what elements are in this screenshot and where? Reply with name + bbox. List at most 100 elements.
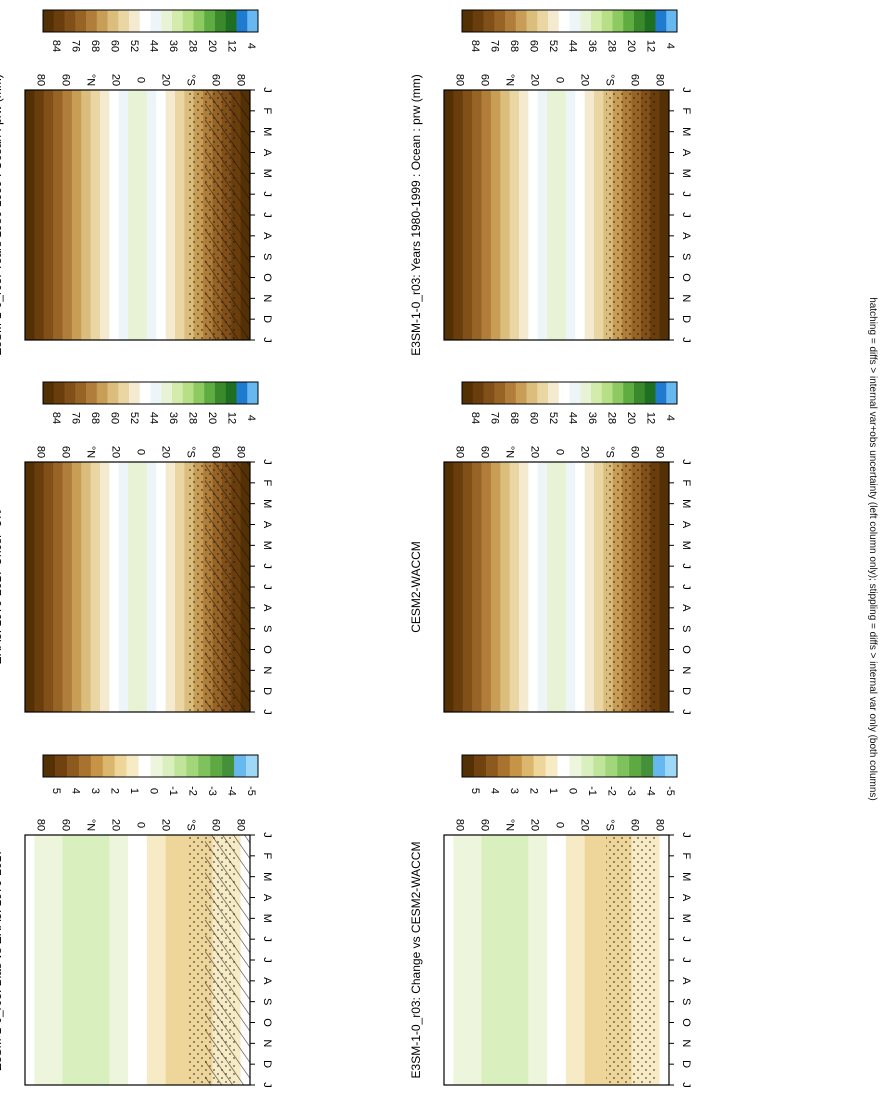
colorbar-tick-label: 28	[606, 412, 618, 424]
x-tick-label: O	[261, 1018, 273, 1027]
heatmap-band	[472, 835, 482, 1085]
colorbar-tick-label: 68	[89, 40, 101, 52]
colorbar-swatch	[86, 10, 98, 32]
y-tick-label: 60	[629, 74, 641, 86]
colorbar-tick-label: 36	[167, 412, 179, 424]
x-tick-label: M	[261, 127, 273, 136]
heatmap-band	[500, 835, 511, 1085]
x-tick-label: N	[680, 666, 692, 674]
y-tick-label: 0	[554, 449, 566, 455]
y-tick-label: °N	[504, 446, 516, 458]
heatmap-band	[175, 462, 185, 712]
colorbar-tick-label: 52	[547, 40, 559, 52]
x-tick-label: J	[261, 957, 273, 963]
colorbar-swatch	[601, 10, 613, 32]
y-tick-label: 20	[529, 819, 541, 831]
x-tick-label: F	[680, 852, 692, 859]
heatmap-band	[547, 835, 557, 1085]
colorbar-tick-label: 4	[664, 43, 676, 49]
x-tick-label: J	[261, 584, 273, 590]
colorbar-tick-label: 52	[547, 412, 559, 424]
heatmap-band	[128, 835, 138, 1085]
colorbar-swatch	[210, 755, 223, 777]
heatmap-band	[565, 462, 576, 712]
heatmap-band	[444, 90, 454, 340]
y-tick-label: 80	[235, 74, 247, 86]
x-tick-label: O	[680, 645, 692, 654]
x-tick-label: J	[261, 936, 273, 942]
x-tick-label: M	[261, 872, 273, 881]
heatmap-band	[556, 835, 567, 1085]
heatmap-band	[519, 462, 529, 712]
colorbar-swatch	[485, 755, 499, 777]
x-tick-label: A	[261, 977, 273, 985]
x-tick-label: S	[261, 998, 273, 1005]
x-tick-label: M	[261, 914, 273, 923]
y-tick-label: 80	[654, 446, 666, 458]
heatmap-band	[25, 462, 35, 712]
heatmap-band	[53, 90, 63, 340]
colorbar-swatch	[548, 382, 560, 404]
colorbar-swatch	[666, 10, 678, 32]
colorbar-tick-label: 5	[50, 788, 62, 794]
y-tick-label: 20	[529, 446, 541, 458]
heatmap-band	[137, 835, 148, 1085]
colorbar-swatch	[557, 755, 570, 777]
colorbar-swatch	[623, 382, 635, 404]
colorbar-swatch	[182, 10, 194, 32]
footnote: hatching = diffs > internal var+obs unce…	[867, 297, 878, 801]
heatmap-band	[453, 90, 464, 340]
heatmap-band	[490, 90, 501, 340]
colorbar-swatch	[139, 10, 151, 32]
x-tick-label: M	[261, 541, 273, 550]
colorbar-tick-label: 4	[664, 415, 676, 421]
colorbar-swatch	[591, 10, 603, 32]
hatching	[205, 462, 250, 712]
heatmap-band	[53, 462, 63, 712]
colorbar-swatch	[204, 382, 216, 404]
panel-right-bottom: 80 60 °N 20 0 20 °S 60 80JFMAMJJASONDJE3SM-1-0_r…	[409, 754, 692, 1088]
colorbar-swatch	[505, 382, 517, 404]
x-tick-label: F	[680, 107, 692, 114]
heatmap-band	[118, 90, 129, 340]
colorbar-swatch	[172, 10, 184, 32]
y-tick-label: 20	[110, 819, 122, 831]
x-tick-label: J	[680, 957, 692, 963]
y-tick-label: 80	[454, 74, 466, 86]
x-tick-label: O	[680, 273, 692, 282]
heatmap-band	[71, 90, 82, 340]
x-tick-label: S	[680, 998, 692, 1005]
x-tick-label: S	[261, 625, 273, 632]
heatmap-band	[490, 835, 501, 1085]
heatmap-band	[584, 462, 595, 712]
y-tick-label: 80	[454, 819, 466, 831]
stippling	[606, 90, 656, 340]
colorbar-tick-label: 36	[586, 412, 598, 424]
colorbar-swatch	[182, 382, 194, 404]
colorbar-tick-label: 44	[567, 40, 579, 52]
colorbar-tick-label: 44	[148, 412, 160, 424]
stippling	[606, 835, 656, 1085]
y-tick-label: 0	[135, 77, 147, 83]
colorbar-tick-label: 76	[488, 40, 500, 52]
colorbar-tick-label: 12	[226, 40, 238, 52]
heatmap-band	[100, 835, 110, 1085]
colorbar-swatch	[526, 382, 538, 404]
y-tick-label: 20	[579, 74, 591, 86]
heatmap-band	[90, 90, 101, 340]
colorbar-swatch	[462, 10, 474, 32]
panel-left-bottom: 80 60 °N 20 0 20 °S 60 80JFMAMJJASONDJE3SM-1-0_r…	[0, 754, 273, 1088]
colorbar-swatch	[78, 755, 92, 777]
colorbar-swatch	[150, 10, 162, 32]
x-tick-label: F	[261, 107, 273, 114]
heatmap-band	[565, 835, 576, 1085]
x-tick-label: J	[680, 337, 692, 343]
y-tick-label: 60	[479, 446, 491, 458]
heatmap-band	[659, 90, 670, 340]
x-tick-label: J	[680, 87, 692, 93]
colorbar-swatch	[505, 10, 517, 32]
x-tick-label: J	[261, 563, 273, 569]
colorbar-tick-label: -4	[645, 786, 657, 796]
x-tick-label: J	[680, 212, 692, 218]
heatmap-band	[575, 835, 586, 1085]
